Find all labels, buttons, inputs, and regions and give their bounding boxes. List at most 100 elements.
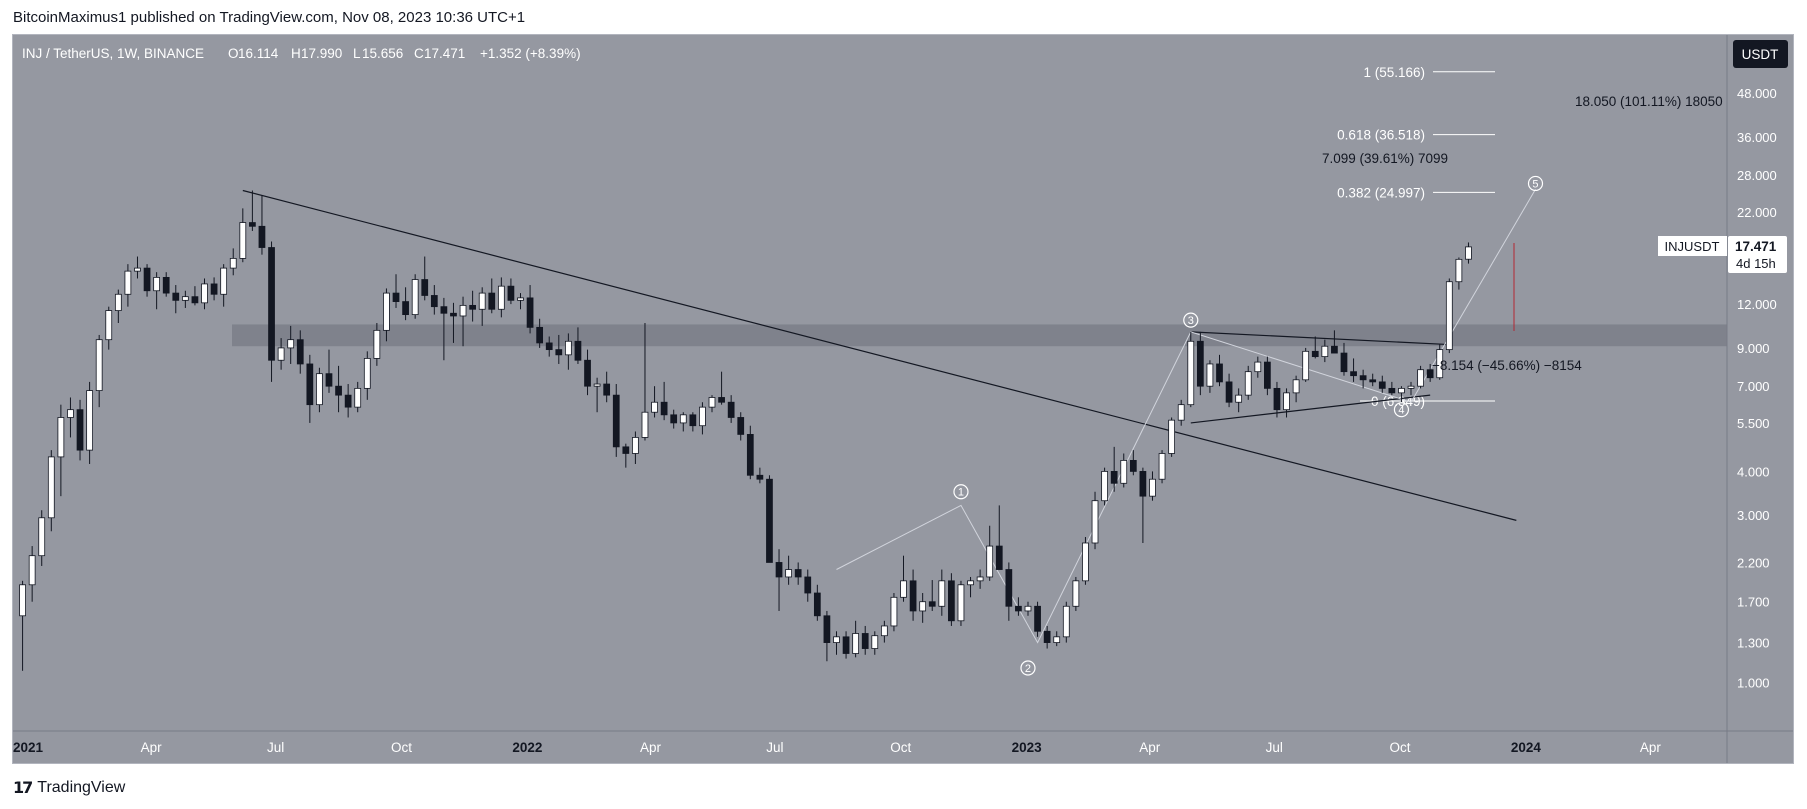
candlestick-series[interactable] [19,190,1472,671]
candle-body [689,414,697,427]
measure-up-small-label[interactable]: 7.099 (39.61%) 7099 [1322,151,1448,166]
time-axis[interactable] [13,731,1727,763]
candle [1225,373,1233,408]
candle [1177,399,1185,426]
candle-body [593,383,601,387]
wave-label: 2 [1025,663,1031,675]
tradingview-brand[interactable]: 17 TradingView [13,778,125,797]
candle-body [1120,459,1128,484]
candle [1072,576,1080,611]
time-tick-label: Jul [766,740,783,755]
candle-body [1340,352,1348,373]
elliott-wave-labels[interactable]: 1 2 3 4 5 [953,175,1544,676]
candle [995,505,1003,570]
candle [565,333,572,370]
candle-body [229,257,237,269]
candle [1388,381,1396,396]
candle [124,264,132,307]
candle [220,264,228,307]
candle-body [1034,605,1041,632]
candle-body [143,267,151,292]
candle-body [660,401,668,416]
candle [411,274,419,319]
candle [986,525,994,581]
candle-body [1455,258,1463,283]
candle [1062,601,1070,643]
price-tick-label: 5.500 [1737,416,1770,431]
candle-body [545,342,553,351]
time-tick-label: Apr [141,740,163,755]
candle-body [727,401,735,418]
measure-down-label[interactable]: −8.154 (−45.66%) −8154 [1432,358,1582,373]
candle-body [746,434,754,476]
candle-body [651,401,658,413]
candle [86,381,93,464]
candle-body [1378,381,1386,389]
candle-body [1129,459,1137,472]
candle [478,287,486,326]
candle-body [861,633,869,649]
candle [1340,342,1348,376]
candle-body [1359,375,1367,381]
candle [1043,625,1051,649]
currency-button-label[interactable]: USDT [1742,47,1779,62]
candle-body [775,562,783,578]
candle-body [1082,542,1089,582]
fib-level-label: 0.618 (36.518) [1337,128,1425,143]
candle [679,412,687,432]
candle [584,349,591,396]
candle-body [555,349,563,356]
time-axis-labels: 2021 Apr Jul Oct 2022 Apr Jul Oct 2023 Apr Jul Oct 2… [13,740,1661,755]
candle [1283,388,1290,418]
candle-body [507,285,515,301]
fibonacci-levels[interactable]: 1 (55.166)0.618 (36.518)0.382 (24.997)0 … [1337,65,1495,409]
plot-background [13,35,1727,731]
candle [1168,417,1175,457]
candle-body [316,373,323,406]
candle [1015,597,1022,616]
candle [1244,365,1252,400]
open-value: 16.114 [238,46,279,61]
horizontal-zone[interactable] [232,324,1727,347]
candle [57,404,65,497]
candle-body [641,411,649,438]
candle-body [1024,605,1032,612]
candle [153,272,160,310]
candle [1264,356,1271,396]
currency-button[interactable] [1733,40,1788,68]
candle [1331,330,1338,354]
price-scale[interactable] [1727,35,1793,763]
candle [239,208,247,263]
candle [1426,363,1434,382]
candle [162,272,170,297]
close-value: 17.471 [424,46,465,61]
time-tick-label: Oct [890,740,911,755]
measure-up-large-label[interactable]: 18.050 (101.11%) 18050 [1575,94,1723,109]
candle [603,371,611,403]
candle [526,285,534,334]
close-label: C [414,46,424,61]
candle-body [335,385,342,396]
candle-body [392,292,400,302]
candle [229,248,237,276]
candle-body [1331,345,1338,354]
candle-body [1216,363,1223,383]
candle [804,569,812,602]
high-label: H [291,46,301,61]
candle-body [699,406,706,427]
candle [335,365,342,413]
candle-body [172,292,180,301]
symbol-pair[interactable]: INJ / TetherUS, 1W, BINANCE [22,46,204,61]
candle-body [852,633,860,654]
candle [689,412,697,432]
candle-body [1465,246,1472,260]
candle [928,580,936,611]
low-label: L [353,46,361,61]
candle [794,562,802,585]
candle-body [105,310,113,341]
candle-body [833,636,840,643]
tradingview-logo-icon: 17 [13,778,33,797]
price-tick-label: 1.300 [1737,636,1770,651]
candle [785,555,792,585]
